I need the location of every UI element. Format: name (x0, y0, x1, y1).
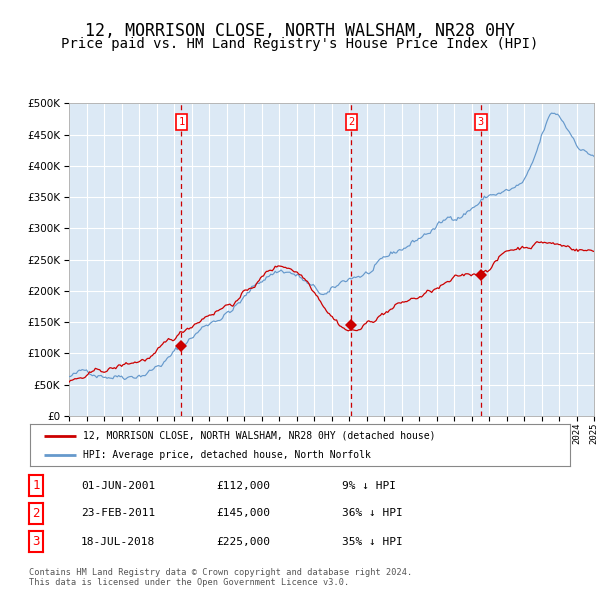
Text: HPI: Average price, detached house, North Norfolk: HPI: Average price, detached house, Nort… (83, 451, 371, 460)
Text: 1: 1 (178, 117, 184, 127)
Text: £112,000: £112,000 (216, 481, 270, 490)
Text: 23-FEB-2011: 23-FEB-2011 (81, 509, 155, 518)
Text: 01-JUN-2001: 01-JUN-2001 (81, 481, 155, 490)
Text: £225,000: £225,000 (216, 537, 270, 546)
Text: 12, MORRISON CLOSE, NORTH WALSHAM, NR28 0HY (detached house): 12, MORRISON CLOSE, NORTH WALSHAM, NR28 … (83, 431, 436, 441)
Text: £145,000: £145,000 (216, 509, 270, 518)
Text: Price paid vs. HM Land Registry's House Price Index (HPI): Price paid vs. HM Land Registry's House … (61, 37, 539, 51)
Text: 9% ↓ HPI: 9% ↓ HPI (342, 481, 396, 490)
Text: 2: 2 (349, 117, 355, 127)
Text: 12, MORRISON CLOSE, NORTH WALSHAM, NR28 0HY: 12, MORRISON CLOSE, NORTH WALSHAM, NR28 … (85, 22, 515, 41)
Text: 3: 3 (32, 535, 40, 548)
Text: Contains HM Land Registry data © Crown copyright and database right 2024.
This d: Contains HM Land Registry data © Crown c… (29, 568, 412, 587)
Text: 36% ↓ HPI: 36% ↓ HPI (342, 509, 403, 518)
Text: 3: 3 (478, 117, 484, 127)
Text: 2: 2 (32, 507, 40, 520)
Text: 18-JUL-2018: 18-JUL-2018 (81, 537, 155, 546)
Text: 35% ↓ HPI: 35% ↓ HPI (342, 537, 403, 546)
Text: 1: 1 (32, 479, 40, 492)
